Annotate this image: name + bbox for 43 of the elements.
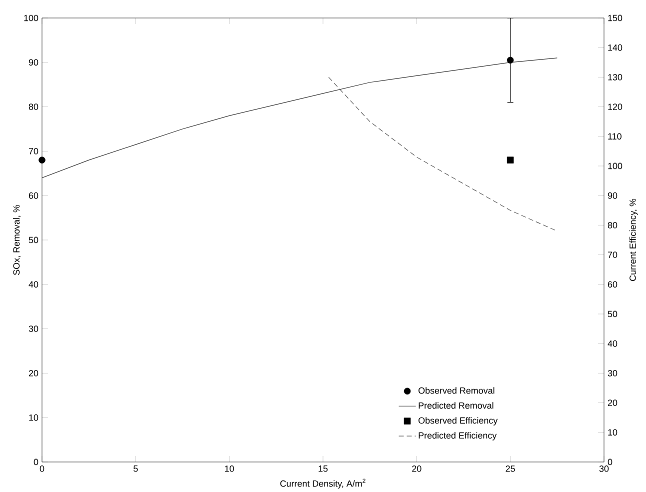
line-series (42, 58, 558, 178)
y2-tick-label: 110 (608, 133, 622, 140)
y2-tick-label: 60 (608, 281, 618, 288)
y-tick-label: 70 (28, 148, 38, 154)
y2-tick-label: 150 (608, 14, 622, 22)
y-tick-label: 10 (29, 414, 38, 421)
legend-label: Observed Efficiency (418, 417, 498, 426)
y2-tick-label: 20 (608, 400, 618, 406)
y-tick-label: 20 (28, 370, 38, 376)
y-tick-label: 30 (28, 326, 38, 332)
x-tick-label: 20 (412, 466, 422, 472)
y2-tick-label: 0 (608, 458, 612, 466)
y-tick-label: 0 (34, 458, 38, 466)
y2-tick-label: 120 (608, 104, 622, 110)
legend-label: Predicted Removal (418, 402, 494, 409)
y2-tick-label: 90 (608, 192, 618, 199)
y2-tick-label: 80 (608, 222, 618, 228)
x-tick-label: 5 (134, 466, 138, 472)
y-tick-label: 60 (28, 192, 38, 199)
y-tick-label: 100 (24, 14, 38, 22)
y2-tick-label: 30 (608, 370, 618, 376)
y2-axis-title: Current Efficiency, % (629, 198, 638, 282)
x-tick-label: 0 (40, 466, 44, 472)
x-axis-title: Current Density, A/m$^{2}$ (280, 478, 366, 489)
legend-label: Predicted Efficiency (418, 432, 497, 440)
line-series (328, 76, 558, 232)
y2-tick-label: 50 (608, 310, 618, 318)
y-tick-label: 40 (28, 281, 38, 288)
y-tick-label: 50 (28, 236, 38, 244)
y-tick-label: 90 (28, 59, 38, 66)
y2-tick-label: 40 (608, 340, 618, 347)
y2-tick-label: 100 (608, 162, 622, 170)
y2-tick-label: 140 (608, 44, 622, 51)
x-tick-label: 10 (225, 466, 234, 472)
legend-label: Observed Removal (418, 387, 494, 394)
y-axis-title: SOx, Removal, % (13, 205, 21, 276)
y2-tick-label: 130 (608, 74, 622, 80)
y2-tick-label: 10 (608, 429, 618, 436)
x-tick-label: 30 (599, 466, 609, 472)
x-tick-label: 15 (318, 466, 328, 472)
y2-tick-label: 70 (608, 252, 618, 258)
y-tick-label: 80 (28, 104, 38, 110)
x-tick-label: 25 (506, 466, 515, 472)
